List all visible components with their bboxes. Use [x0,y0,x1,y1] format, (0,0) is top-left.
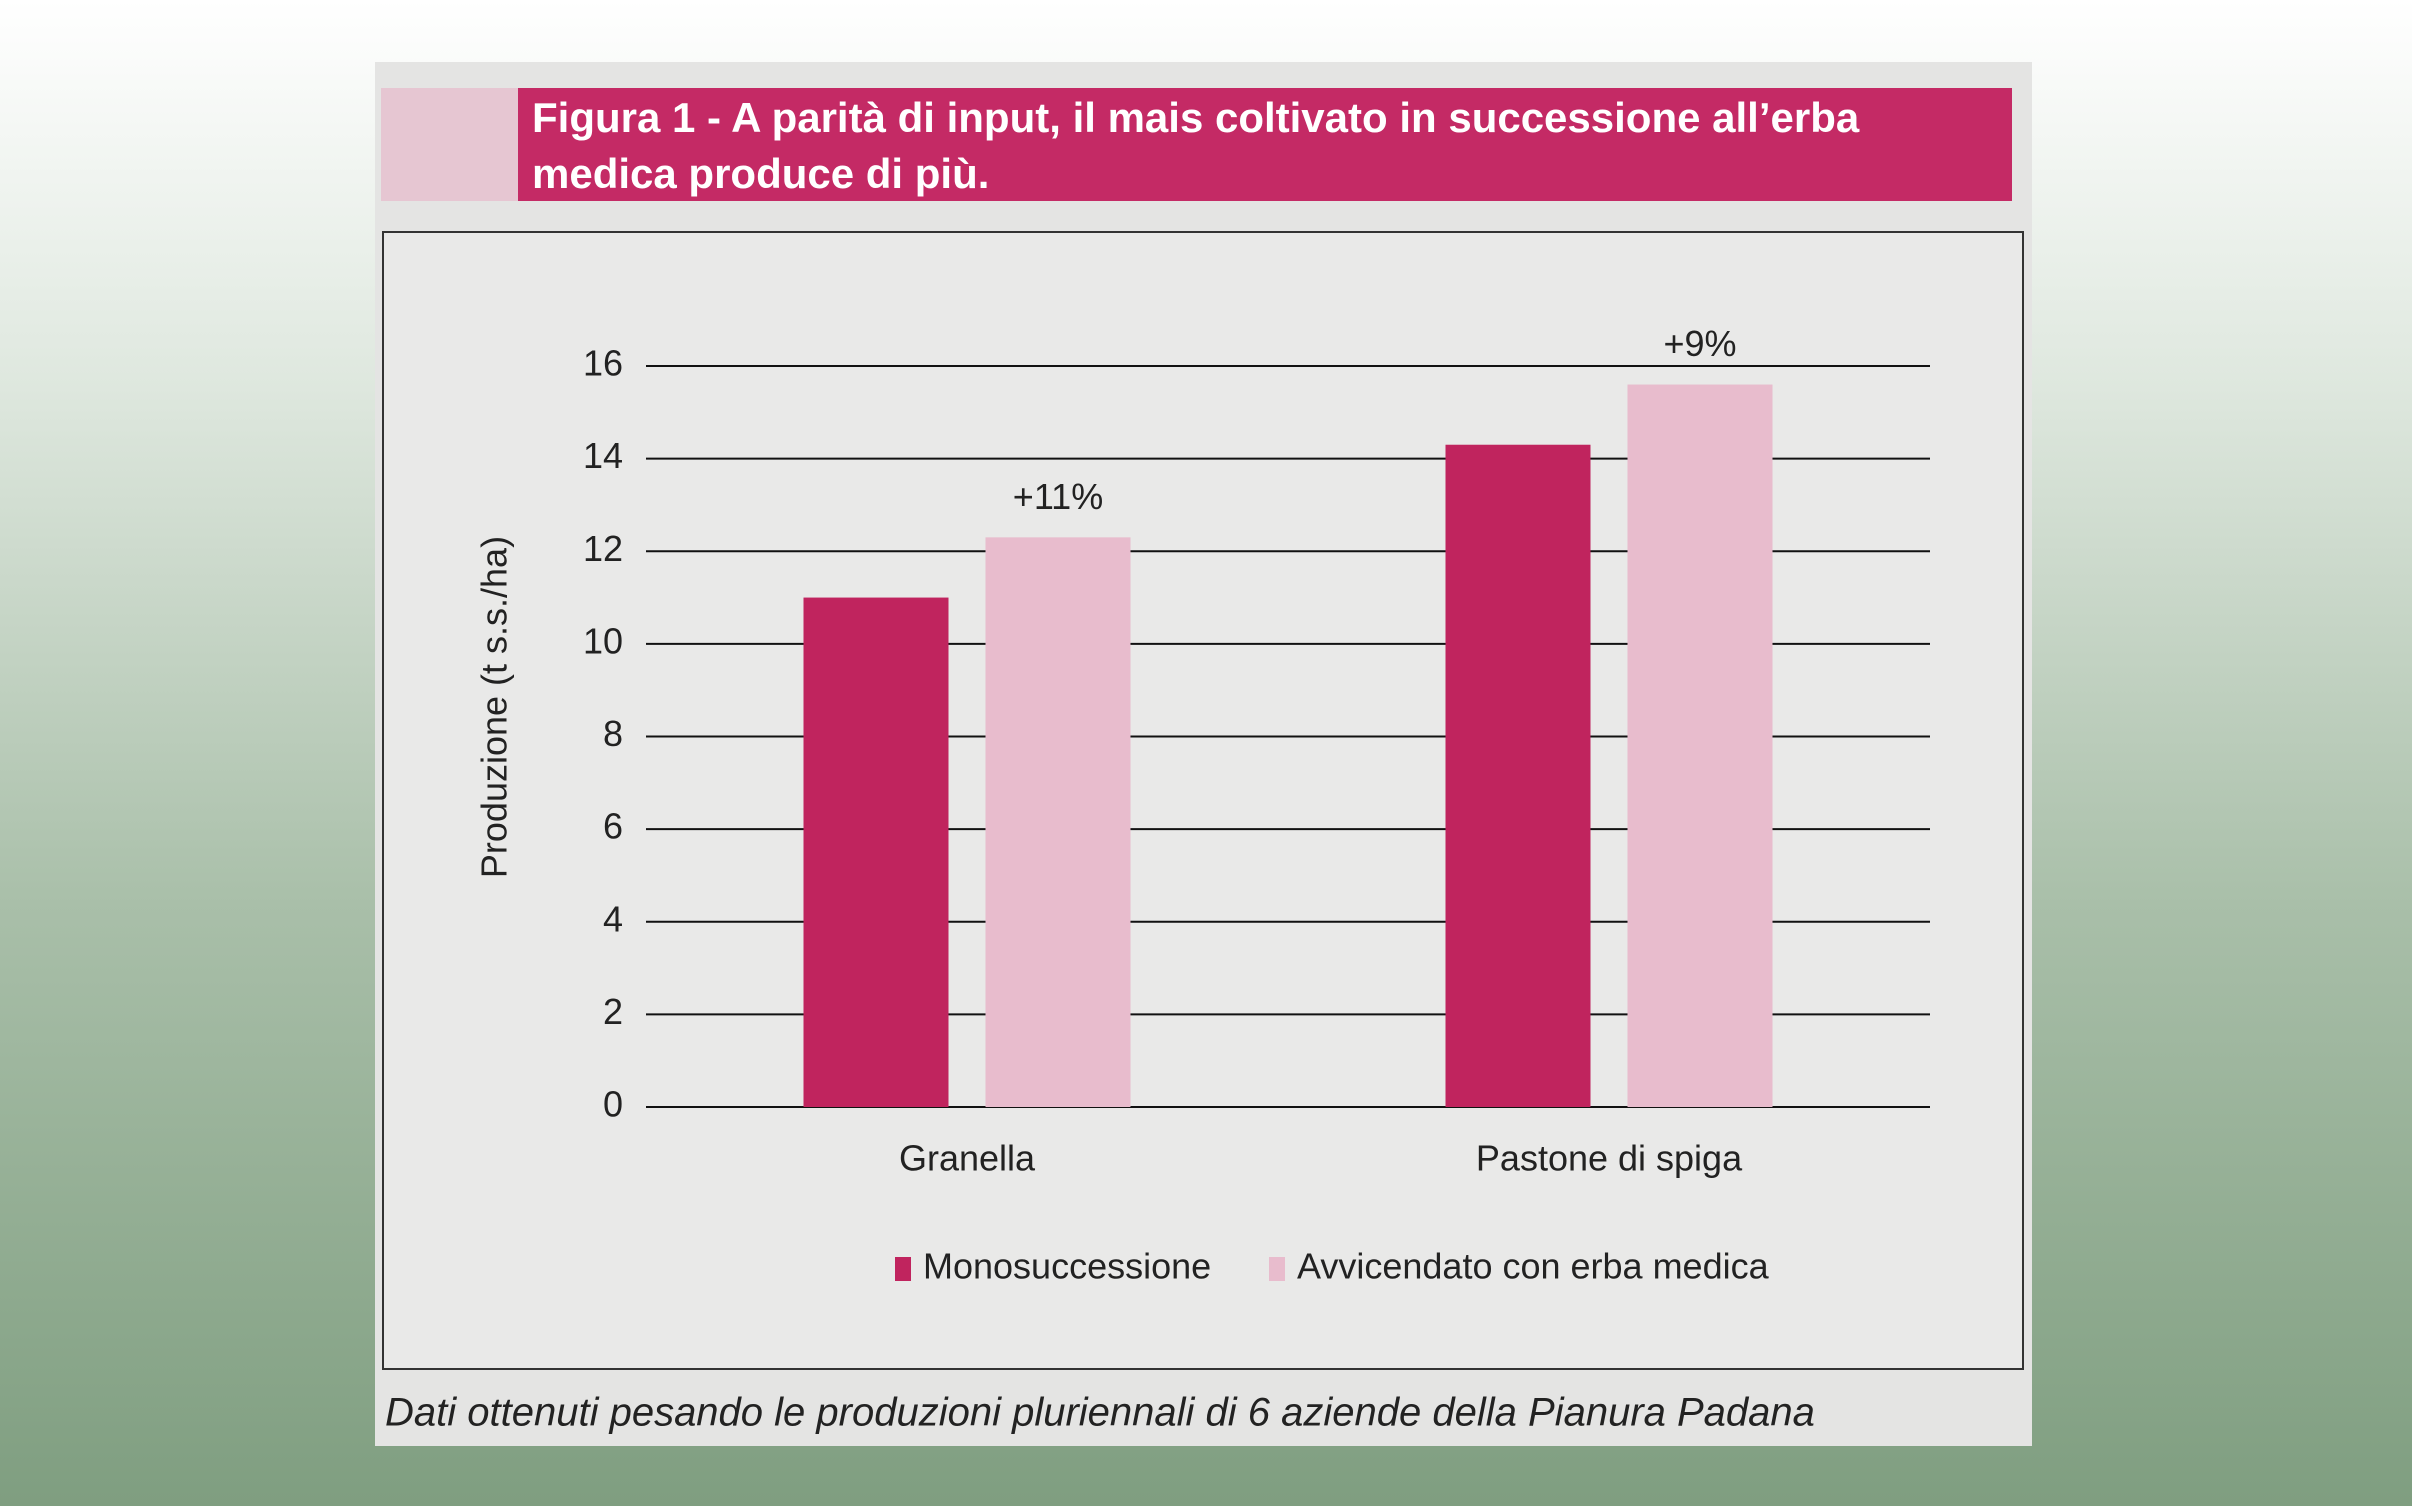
bar [1627,384,1773,1107]
bar [803,597,949,1107]
bar [1445,444,1591,1107]
chart-title: Figura 1 - A parità di input, il mais co… [518,88,2012,201]
y-tick-label: 8 [603,713,623,754]
annotation: +11% [1013,476,1103,517]
y-axis-label: Produzione (t s.s./ha) [474,536,515,878]
y-tick-label: 0 [603,1084,623,1125]
y-tick-label: 10 [583,620,623,661]
y-tick-label: 16 [583,343,623,384]
legend-label: Monosuccessione [923,1246,1211,1287]
legend-swatch [1269,1257,1285,1281]
y-tick-label: 4 [603,898,623,939]
bar [985,537,1131,1107]
caption: Dati ottenuti pesando le produzioni plur… [385,1391,1815,1435]
x-tick-label: Pastone di spiga [1476,1138,1743,1179]
legend-label: Avvicendato con erba medica [1297,1246,1770,1287]
title-accent [381,88,518,201]
y-tick-label: 6 [603,806,623,847]
annotation: +9% [1663,323,1736,364]
x-tick-label: Granella [899,1138,1036,1179]
y-tick-label: 14 [583,435,623,476]
chart-frame [382,231,2024,1370]
legend-swatch [895,1257,911,1281]
y-tick-label: 2 [603,991,623,1032]
y-tick-label: 12 [583,528,623,569]
